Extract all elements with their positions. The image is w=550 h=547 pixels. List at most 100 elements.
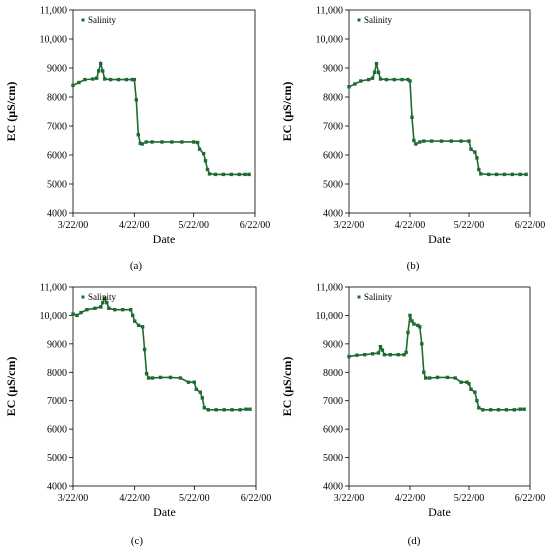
y-tick-label: 11,000: [316, 283, 343, 294]
data-point: [144, 140, 148, 144]
legend-label: Salinity: [88, 15, 117, 25]
x-axis-label: Date: [428, 505, 451, 519]
data-point: [420, 342, 424, 346]
data-point: [479, 172, 483, 176]
data-point: [213, 172, 218, 177]
data-point: [418, 140, 422, 144]
y-tick-label: 7000: [323, 122, 343, 133]
data-point: [105, 300, 109, 305]
data-point: [144, 372, 149, 376]
legend-label: Salinity: [88, 292, 117, 302]
chart-a: 4000 5000 6000 7000 8000 9000 10,000 11,000 3/22…: [4, 6, 270, 273]
data-point: [134, 98, 138, 102]
x-tick-label: 6/22/00: [241, 493, 272, 504]
data-point: [359, 79, 363, 83]
x-tick-label: 5/22/00: [178, 220, 209, 231]
panel-caption: (d): [408, 535, 421, 547]
legend-marker: [81, 295, 85, 299]
data-point: [504, 408, 509, 412]
data-point: [522, 407, 526, 411]
data-point: [71, 312, 75, 316]
data-point: [101, 69, 105, 73]
data-point: [186, 380, 191, 384]
y-tick-label: 10,000: [316, 35, 344, 46]
data-point: [418, 325, 422, 329]
data-point: [205, 167, 210, 172]
data-point: [146, 376, 151, 380]
x-tick-label: 5/22/00: [454, 220, 485, 231]
data-point: [494, 172, 499, 177]
legend-marker: [357, 18, 361, 22]
y-tick-label: 4000: [323, 209, 343, 220]
data-point: [370, 352, 375, 356]
legend-label: Salinity: [364, 15, 393, 25]
data-point: [347, 85, 351, 89]
panel-caption: (b): [407, 260, 420, 272]
data-point: [79, 310, 83, 315]
data-point: [103, 77, 107, 81]
y-axis-label: EC (μS/cm): [4, 357, 18, 417]
data-point: [408, 79, 412, 83]
data-point: [410, 115, 414, 119]
x-tick-label: 4/22/00: [395, 493, 426, 504]
data-point: [108, 77, 113, 82]
data-point: [133, 319, 137, 323]
data-point: [412, 322, 416, 326]
data-point: [370, 76, 375, 80]
data-point: [376, 70, 381, 74]
data-point: [518, 172, 522, 177]
data-point: [77, 80, 81, 85]
data-point: [469, 387, 473, 391]
data-point: [518, 407, 522, 411]
data-point: [116, 77, 121, 82]
data-point: [475, 156, 479, 160]
y-tick-label: 5000: [323, 180, 343, 191]
x-tick-label: 4/22/00: [119, 493, 150, 504]
x-axis-label: Date: [153, 505, 176, 519]
data-point: [160, 140, 164, 144]
data-point: [496, 408, 501, 412]
y-tick-label: 10,000: [316, 311, 344, 322]
legend-label: Salinity: [364, 292, 393, 302]
data-point: [428, 376, 432, 380]
data-point: [140, 142, 144, 146]
data-point: [93, 306, 97, 310]
data-point: [512, 408, 516, 412]
data-point: [83, 77, 87, 82]
legend-marker: [81, 18, 85, 22]
data-point: [404, 350, 408, 355]
chart-c: 4000 5000 6000 7000 8000 9000 10,000 11,000 3/22…: [4, 283, 271, 547]
data-point: [207, 172, 212, 176]
x-tick-label: 3/22/00: [334, 220, 365, 231]
data-point: [138, 141, 142, 146]
y-tick-label: 4000: [323, 482, 343, 493]
data-point: [473, 390, 477, 394]
data-point: [467, 382, 471, 386]
chart-d: 4000 5000 6000 7000 8000 9000 10,000 11,000 3/22…: [280, 283, 545, 547]
data-point: [465, 380, 469, 384]
y-tick-label: 6000: [47, 425, 67, 436]
data-point: [222, 408, 226, 412]
x-tick-label: 4/22/00: [119, 220, 150, 231]
data-point: [384, 77, 389, 82]
y-tick-label: 4000: [47, 482, 67, 493]
data-point: [380, 348, 385, 352]
data-point: [194, 387, 198, 391]
x-tick-label: 4/22/00: [395, 220, 426, 231]
data-point: [396, 353, 400, 357]
data-point: [113, 308, 117, 312]
data-point: [510, 172, 514, 177]
y-tick-label: 8000: [323, 368, 343, 379]
y-tick-label: 8000: [47, 93, 67, 104]
y-tick-label: 8000: [47, 368, 67, 379]
data-point: [382, 353, 387, 357]
y-tick-label: 9000: [47, 339, 67, 350]
data-point: [195, 140, 200, 145]
y-tick-label: 11,000: [316, 6, 343, 17]
panel-caption: (a): [130, 260, 143, 272]
data-point: [378, 345, 383, 349]
data-point: [229, 172, 233, 177]
data-point: [410, 319, 414, 323]
y-tick-label: 11,000: [40, 283, 67, 294]
data-point: [469, 147, 473, 151]
